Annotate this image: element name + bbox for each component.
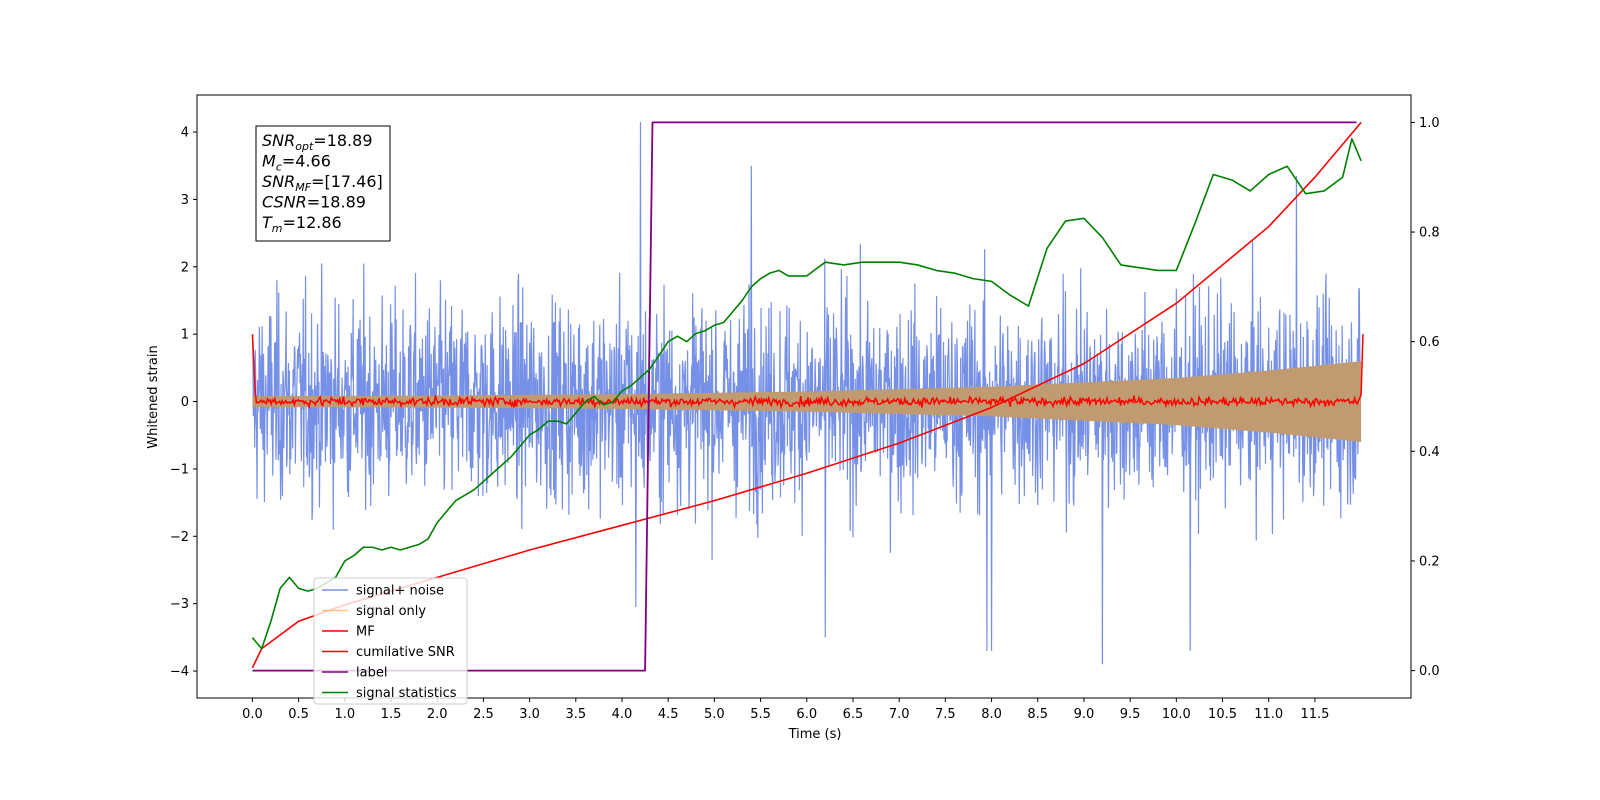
annotation-line: Tm=12.86: [262, 213, 342, 235]
x-tick-label: 2.5: [473, 707, 494, 722]
annotation-subscript: opt: [295, 140, 314, 153]
annotation-symbol: M: [262, 152, 276, 171]
x-tick-label: 4.5: [658, 707, 679, 722]
annotation-symbol: SNR: [262, 172, 295, 191]
x-tick-label: 5.5: [750, 707, 771, 722]
y-tick-label: 1: [181, 328, 189, 343]
y2-tick-label: 0.8: [1419, 226, 1440, 241]
x-tick-label: 8.5: [1027, 707, 1048, 722]
y2-tick-label: 0.6: [1419, 335, 1440, 350]
x-tick-label: 2.0: [427, 707, 448, 722]
series-signal-statistics-line: [251, 138, 1362, 650]
annotation-box: SNRopt=18.89Mc=4.66SNRMF=[17.46]CSNR=18.…: [255, 125, 391, 242]
x-tick-label: 3.0: [519, 707, 540, 722]
legend-label: signal statistics: [356, 686, 457, 701]
y-tick-label: −2: [170, 530, 189, 545]
x-tick-label: 11.5: [1300, 707, 1329, 722]
annotation-value: =18.89: [313, 131, 372, 150]
x-tick-label: 8.0: [981, 707, 1002, 722]
x-tick-label: 7.0: [889, 707, 910, 722]
annotation-frame: [255, 125, 391, 242]
annotation-value: =4.66: [282, 152, 331, 171]
legend-frame: [313, 577, 468, 705]
legend: signal+ noise signal only MF cumilative SNR…: [313, 577, 468, 705]
y-axis-title: Whitened strain: [146, 345, 161, 448]
annotation-line: SNRopt=18.89: [262, 131, 373, 153]
x-tick-label: 9.5: [1120, 707, 1141, 722]
legend-label: signal only: [356, 604, 426, 619]
legend-label: label: [356, 666, 387, 681]
y-tick-label: −3: [170, 597, 189, 612]
y2-tick-label: 0.2: [1419, 554, 1440, 569]
annotation-subscript: m: [272, 222, 283, 235]
annotation-subscript: MF: [295, 181, 311, 194]
y-tick-label: −4: [170, 665, 189, 680]
annotation-line: Mc=4.66: [262, 152, 331, 174]
x-axis-title: Time (s): [788, 727, 842, 742]
x-tick-label: 3.5: [565, 707, 586, 722]
y-tick-label: 3: [181, 193, 189, 208]
x-tick-label: 10.0: [1162, 707, 1191, 722]
annotation-value: =[17.46]: [311, 172, 383, 191]
x-tick-label: 10.5: [1208, 707, 1237, 722]
y-tick-label: −1: [170, 462, 189, 477]
y-tick-label: 4: [181, 126, 189, 141]
annotation-value: =18.89: [307, 193, 366, 212]
annotation-symbol: CSNR: [262, 193, 307, 212]
annotation-symbol: T: [262, 213, 273, 232]
legend-label: signal+ noise: [356, 584, 444, 599]
x-tick-label: 11.0: [1254, 707, 1283, 722]
x-tick-label: 5.0: [704, 707, 725, 722]
x-tick-label: 9.0: [1074, 707, 1095, 722]
y2-tick-label: 0.0: [1419, 664, 1440, 679]
x-tick-label: 4.0: [612, 707, 633, 722]
y2-tick-label: 0.4: [1419, 445, 1440, 460]
annotation-line: CSNR=18.89: [262, 193, 366, 212]
x-tick-label: 6.5: [843, 707, 864, 722]
legend-label: MF: [356, 625, 375, 640]
legend-label: cumilative SNR: [356, 645, 455, 660]
axes-layer: 0.0 0.5 1.0 1.5 2.0 2.5 3.0 3.5 4.0 4.5 5.0 5.5 6.0 6…: [170, 116, 1440, 722]
plot-frame: [196, 94, 1412, 699]
x-tick-label: 6.0: [796, 707, 817, 722]
annotation-symbol: SNR: [262, 131, 295, 150]
x-tick-label: 1.5: [381, 707, 402, 722]
x-tick-label: 0.0: [242, 707, 263, 722]
x-tick-label: 7.5: [935, 707, 956, 722]
annotation-subscript: c: [276, 161, 282, 174]
x-tick-label: 0.5: [288, 707, 309, 722]
series-signal-noise-line: [251, 121, 1362, 665]
y2-tick-label: 1.0: [1419, 116, 1440, 131]
series-mf-line: [251, 334, 1364, 410]
annotation-line: SNRMF=[17.46]: [262, 172, 383, 194]
annotation-value: =12.86: [283, 213, 342, 232]
y-tick-label: 2: [181, 260, 189, 275]
x-tick-label: 1.0: [334, 707, 355, 722]
y-tick-label: 0: [181, 395, 189, 410]
